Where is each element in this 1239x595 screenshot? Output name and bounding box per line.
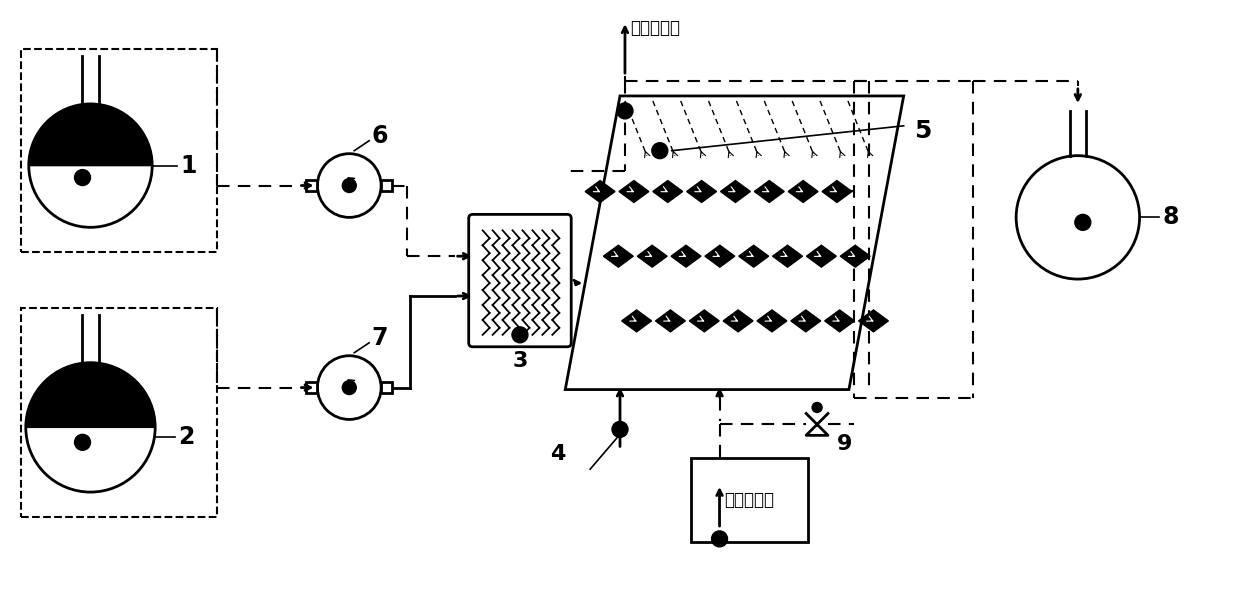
Text: 2: 2 xyxy=(178,425,195,449)
Circle shape xyxy=(26,363,155,492)
Polygon shape xyxy=(585,180,615,202)
Circle shape xyxy=(28,104,152,227)
Polygon shape xyxy=(622,310,652,332)
Circle shape xyxy=(617,103,633,119)
Polygon shape xyxy=(724,310,753,332)
Text: 3: 3 xyxy=(512,350,528,371)
Polygon shape xyxy=(689,310,719,332)
Circle shape xyxy=(1075,214,1090,230)
Polygon shape xyxy=(755,180,784,202)
Polygon shape xyxy=(26,363,155,427)
Text: 控温介质进: 控温介质进 xyxy=(725,491,774,509)
Circle shape xyxy=(812,402,821,412)
Polygon shape xyxy=(788,180,818,202)
Polygon shape xyxy=(840,245,870,267)
Polygon shape xyxy=(721,180,751,202)
Bar xyxy=(382,382,392,393)
Bar xyxy=(21,49,217,252)
Polygon shape xyxy=(825,310,855,332)
Polygon shape xyxy=(757,310,787,332)
Circle shape xyxy=(512,327,528,343)
Polygon shape xyxy=(637,245,667,267)
Polygon shape xyxy=(790,310,820,332)
Bar xyxy=(306,382,317,393)
Circle shape xyxy=(711,531,727,547)
Circle shape xyxy=(342,381,357,394)
Circle shape xyxy=(317,154,382,217)
Text: 5: 5 xyxy=(913,119,930,143)
Text: 控温介质出: 控温介质出 xyxy=(629,19,680,37)
Polygon shape xyxy=(859,310,888,332)
Polygon shape xyxy=(655,310,685,332)
Circle shape xyxy=(74,434,90,450)
Polygon shape xyxy=(773,245,803,267)
Polygon shape xyxy=(672,245,701,267)
Circle shape xyxy=(1016,156,1140,279)
Polygon shape xyxy=(565,96,903,390)
Circle shape xyxy=(612,421,628,437)
Polygon shape xyxy=(686,180,716,202)
Polygon shape xyxy=(807,245,836,267)
Circle shape xyxy=(74,170,90,186)
FancyBboxPatch shape xyxy=(468,214,571,347)
Bar xyxy=(21,308,217,517)
Text: 4: 4 xyxy=(550,444,566,464)
Text: 1: 1 xyxy=(180,154,197,178)
Polygon shape xyxy=(603,245,633,267)
Polygon shape xyxy=(821,180,852,202)
Polygon shape xyxy=(738,245,768,267)
Text: 8: 8 xyxy=(1162,205,1180,230)
Polygon shape xyxy=(653,180,683,202)
Circle shape xyxy=(652,143,668,159)
Circle shape xyxy=(317,356,382,419)
Bar xyxy=(306,180,317,191)
Polygon shape xyxy=(28,104,152,165)
Circle shape xyxy=(342,178,357,193)
Text: 7: 7 xyxy=(372,326,388,350)
Text: 9: 9 xyxy=(838,434,852,455)
Bar xyxy=(382,180,392,191)
Text: 6: 6 xyxy=(372,124,388,148)
Polygon shape xyxy=(620,180,649,202)
Polygon shape xyxy=(705,245,735,267)
